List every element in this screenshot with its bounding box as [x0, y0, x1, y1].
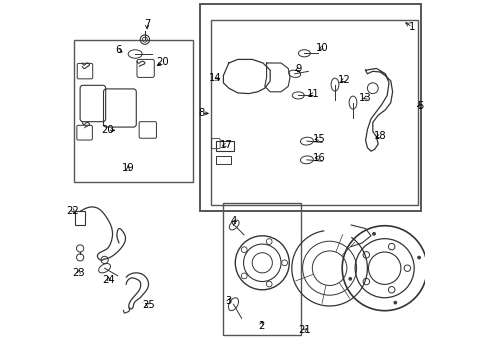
Text: 11: 11	[307, 89, 320, 99]
Text: 24: 24	[102, 275, 115, 285]
Text: 12: 12	[338, 75, 350, 85]
Text: 15: 15	[313, 134, 325, 144]
Text: 13: 13	[359, 93, 372, 103]
Text: 4: 4	[230, 216, 237, 226]
Polygon shape	[223, 59, 270, 94]
Text: 21: 21	[298, 325, 311, 336]
Bar	[200, 4, 421, 211]
Text: 20: 20	[101, 125, 114, 135]
Bar	[223, 203, 301, 335]
Text: 5: 5	[417, 101, 424, 111]
Text: 16: 16	[313, 153, 325, 163]
Text: 23: 23	[73, 268, 85, 278]
Circle shape	[349, 278, 352, 280]
Text: 25: 25	[142, 300, 155, 310]
Bar	[211, 20, 418, 205]
Text: 19: 19	[122, 163, 134, 174]
Text: 8: 8	[198, 108, 204, 118]
Bar	[216, 141, 234, 151]
Text: 17: 17	[220, 140, 233, 150]
Text: 14: 14	[209, 73, 222, 84]
Circle shape	[394, 301, 397, 304]
Text: 22: 22	[67, 206, 79, 216]
Text: 10: 10	[316, 42, 329, 53]
Text: 18: 18	[374, 131, 386, 141]
Circle shape	[417, 256, 420, 259]
Text: 1: 1	[409, 22, 416, 32]
Bar	[216, 156, 231, 164]
Bar	[74, 40, 193, 182]
Text: 2: 2	[258, 321, 265, 331]
Circle shape	[372, 232, 375, 235]
Text: 20: 20	[157, 57, 169, 67]
Text: 3: 3	[226, 296, 232, 306]
Text: 9: 9	[295, 64, 301, 74]
Bar	[75, 211, 85, 225]
Text: 7: 7	[144, 19, 150, 30]
Text: 6: 6	[115, 45, 122, 55]
